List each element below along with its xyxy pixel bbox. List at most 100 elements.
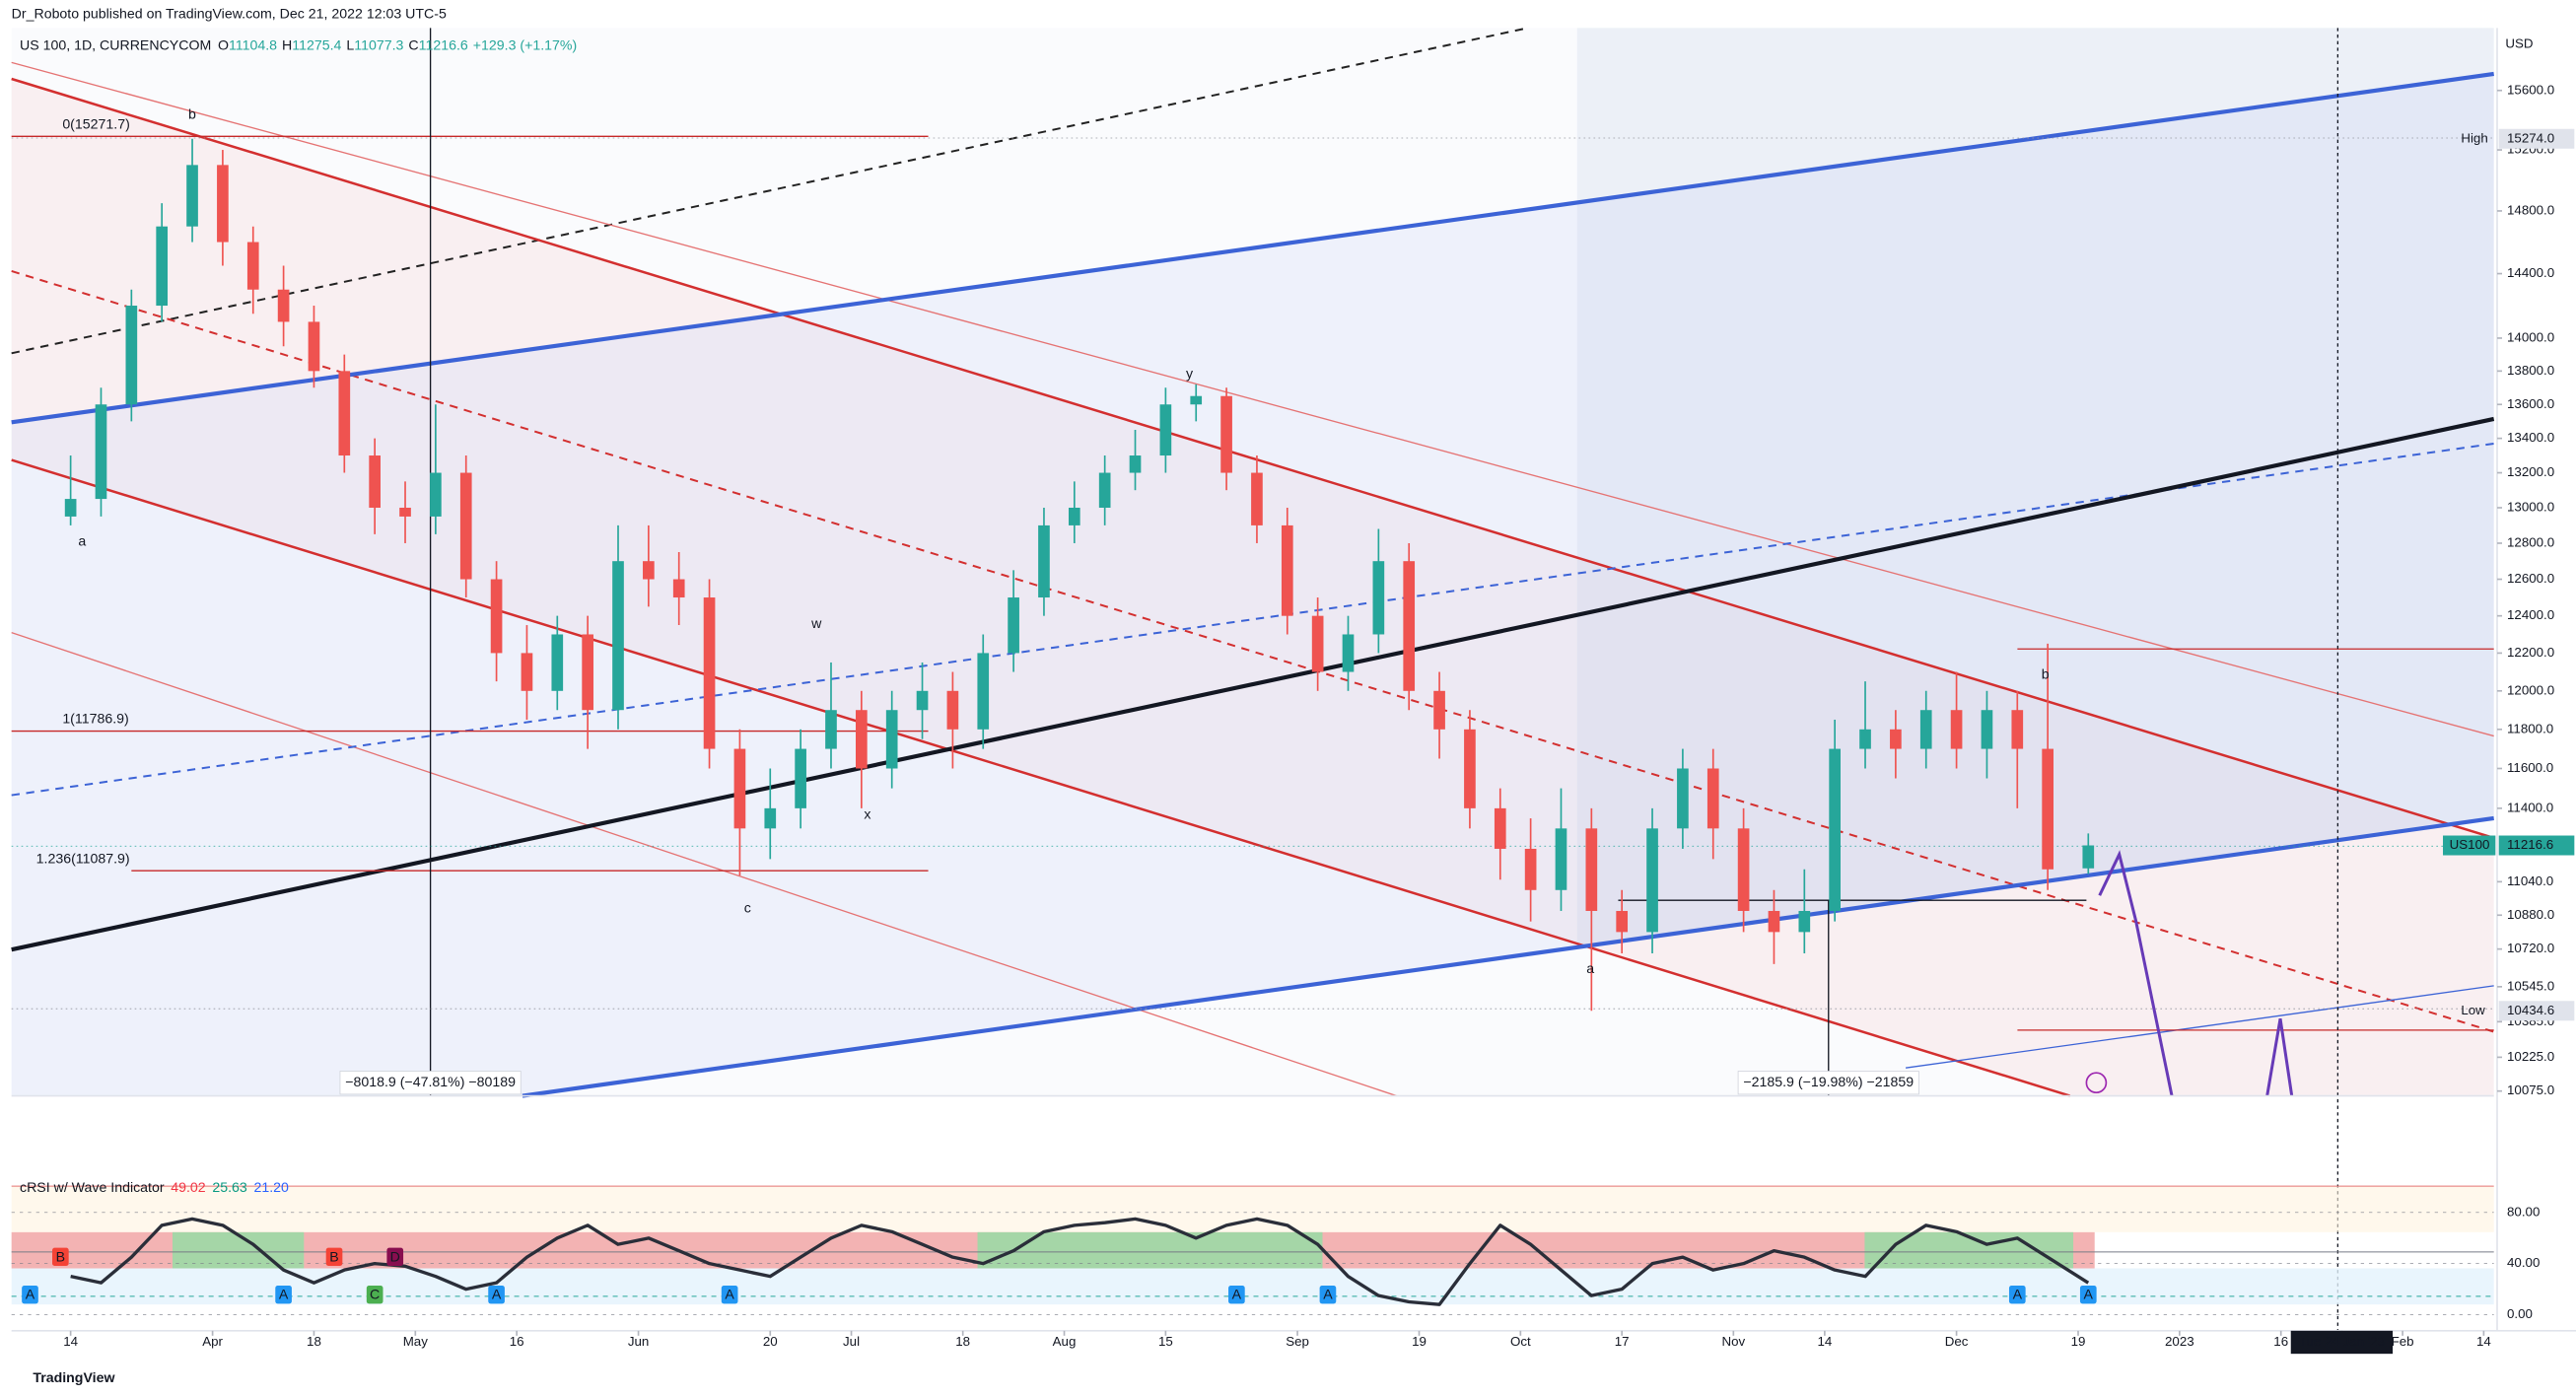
y-tick-label: 14400.0 [2507, 265, 2554, 280]
candle-body [2042, 748, 2054, 870]
price-tag-name: Low [2461, 1003, 2485, 1017]
y-tick-label: 13800.0 [2507, 363, 2554, 378]
measure-label-bg [339, 1071, 522, 1095]
candle-body [1068, 507, 1080, 525]
channel-line [11, 61, 2494, 737]
x-tick-label: Tue 24 Jan '23 [2299, 1334, 2385, 1349]
candle-body [430, 472, 442, 517]
candle-body [1524, 848, 1537, 890]
trend-line [1905, 985, 2494, 1069]
channel-line [11, 458, 2071, 1097]
footer-brand: TradingView [33, 1370, 115, 1386]
candle-body [1677, 768, 1689, 829]
x-tick-label: 19 [1412, 1334, 1427, 1349]
candle-body [977, 653, 990, 730]
signal-marker [325, 1247, 343, 1267]
y-tick-label: 12000.0 [2507, 682, 2554, 697]
y-tick-label: 13600.0 [2507, 396, 2554, 411]
y-tick-label: 11600.0 [2507, 760, 2553, 775]
y-tick-label: 12800.0 [2507, 534, 2554, 549]
candle-body [643, 561, 655, 580]
candle-body [1159, 404, 1172, 456]
wave-label: c [744, 900, 751, 916]
x-tick-label: 14 [1817, 1334, 1832, 1349]
candle-body [95, 404, 107, 500]
candle-body [490, 579, 503, 654]
indicator-value: 21.20 [253, 1180, 289, 1196]
y-tick-label: 40.00 [2507, 1255, 2540, 1270]
overbought-zone [11, 1186, 2494, 1232]
price-tag-name-bg [2443, 835, 2496, 856]
candle-body [64, 499, 77, 517]
candle-body [1342, 634, 1355, 672]
x-tick-label: 2023 [2165, 1334, 2194, 1349]
y-tick-label: 10720.0 [2507, 941, 2554, 955]
signal-label: A [492, 1288, 502, 1303]
candle-body [1281, 524, 1293, 616]
y-tick-label: 15600.0 [2507, 82, 2554, 97]
wave-band [977, 1231, 1323, 1269]
signal-marker [2079, 1286, 2097, 1304]
y-tick-label: 80.00 [2507, 1204, 2540, 1219]
candle-body [1798, 910, 1811, 933]
wave-label: w [810, 616, 822, 632]
x-tick-label: 17 [1615, 1334, 1630, 1349]
x-tick-label: 16 [2273, 1334, 2288, 1349]
x-tick-label: 14 [63, 1334, 78, 1349]
candle-body [369, 455, 381, 508]
signal-marker [721, 1286, 738, 1304]
candle-body [1890, 729, 1902, 749]
x-tick-label: Oct [1510, 1334, 1531, 1349]
y-tick-label: 13000.0 [2507, 500, 2554, 515]
signal-label: B [56, 1249, 65, 1265]
x-cursor-label-bg [2290, 1330, 2394, 1355]
y-tick-label: 10075.0 [2507, 1083, 2554, 1097]
signal-label: D [390, 1249, 400, 1265]
y-tick-label: 11400.0 [2507, 800, 2553, 814]
candle-body [612, 561, 624, 711]
candle-body [308, 321, 320, 372]
fib-label: 1(11786.9) [62, 712, 128, 728]
data-layer: 15600.015200.014800.014400.014000.013800… [11, 82, 2575, 1355]
candle-body [217, 165, 229, 243]
signal-label: A [725, 1288, 734, 1303]
change: +129.3 (+1.17%) [473, 37, 577, 53]
candle-body [672, 579, 685, 598]
x-tick-label: 16 [510, 1334, 524, 1349]
candle-body [1372, 561, 1385, 635]
signal-marker [22, 1286, 38, 1304]
x-tick-label: Sep [1286, 1334, 1309, 1349]
measure-label: −8018.9 (−47.81%) −80189 [345, 1075, 516, 1090]
ohlc-value: 11077.3 [354, 37, 403, 53]
channel-line [11, 77, 2495, 840]
signal-marker [275, 1286, 292, 1304]
signal-marker [488, 1286, 505, 1304]
candle-body [825, 710, 837, 749]
x-tick-label: 14 [2476, 1334, 2491, 1349]
ohlc-key: L [346, 37, 354, 53]
symbol-title: US 100, 1D, CURRENCYCOM [20, 37, 211, 53]
signal-label: A [2013, 1288, 2023, 1303]
x-tick-label: Feb [2392, 1334, 2414, 1349]
candle-body [2082, 845, 2095, 869]
x-tick-label: Nov [1721, 1334, 1745, 1349]
x-tick-label: 19 [2071, 1334, 2086, 1349]
price-tag-value: 10434.6 [2507, 1003, 2554, 1017]
candle-body [1646, 828, 1658, 933]
indicator-legend: cRSI w/ Wave Indicator 49.02 25.63 21.20 [20, 1180, 289, 1196]
price-tag-name: US100 [2450, 837, 2490, 852]
signal-label: A [279, 1288, 289, 1303]
signal-label: C [370, 1288, 380, 1303]
indicator-value: 25.63 [212, 1180, 247, 1196]
x-tick-label: Apr [202, 1334, 223, 1349]
currency: USD [2505, 36, 2533, 51]
signal-label: A [2084, 1288, 2094, 1303]
price-tag-value: 15274.0 [2507, 130, 2554, 145]
candle-body [764, 807, 777, 829]
candle-body [703, 597, 716, 749]
candle-body [1098, 472, 1111, 508]
wave-label: a [1586, 961, 1594, 977]
signal-marker [386, 1247, 404, 1267]
